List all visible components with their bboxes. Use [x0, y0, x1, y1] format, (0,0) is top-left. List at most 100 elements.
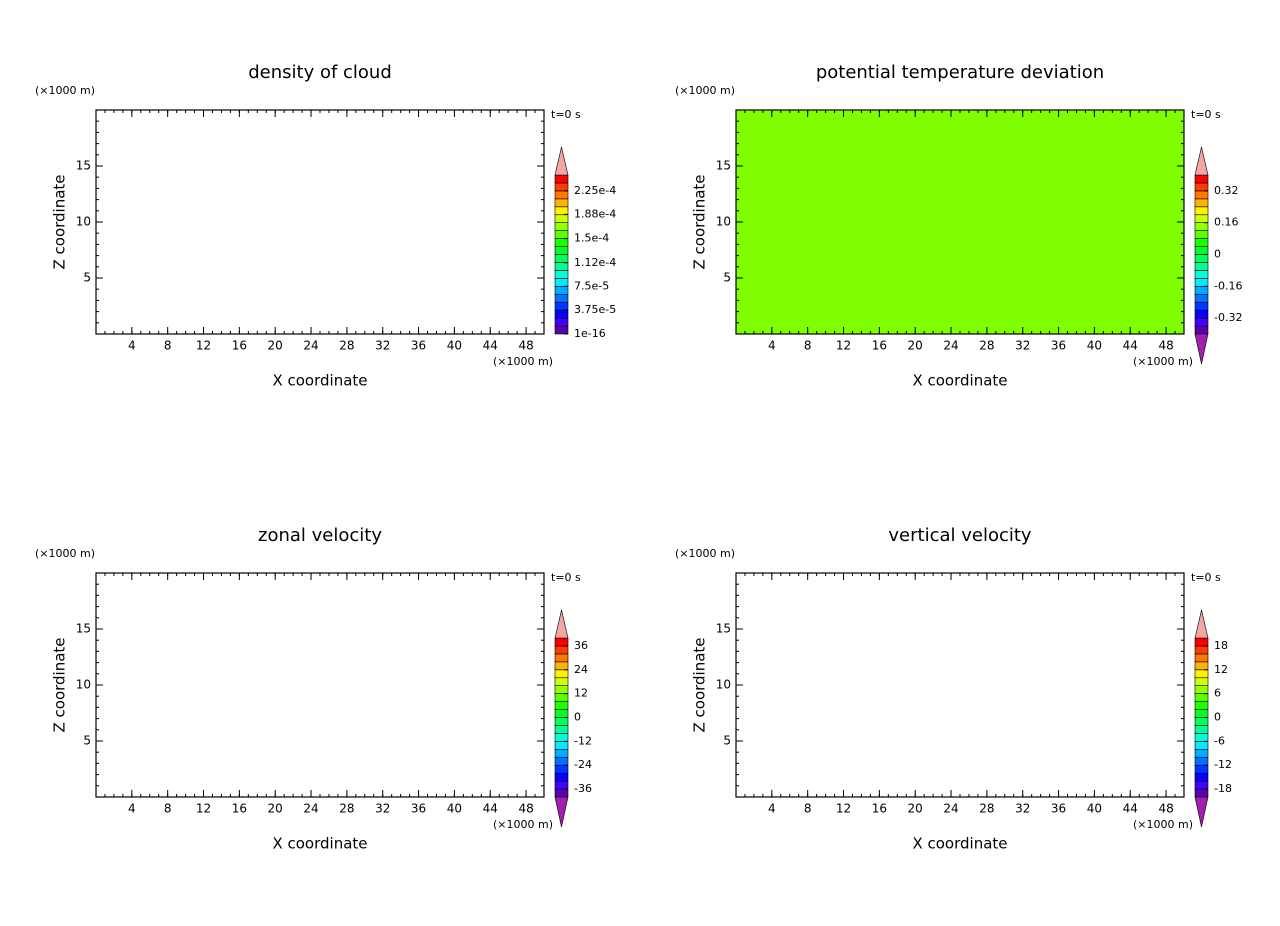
- colorbar-band: [1194, 309, 1209, 319]
- x-tick-label: 12: [836, 339, 851, 353]
- colorbar-band: [1194, 285, 1209, 295]
- colorbar-band: [554, 214, 569, 223]
- colorbar-tick-label: -0.16: [1214, 279, 1242, 292]
- x-unit-label: (×1000 m): [493, 818, 553, 831]
- colorbar-tick-label: 24: [574, 663, 588, 676]
- colorbar-band: [554, 748, 569, 758]
- colorbar-band: [554, 206, 569, 216]
- x-tick-label: 48: [518, 339, 533, 353]
- colorbar-band: [1194, 653, 1209, 663]
- x-tick-label: 12: [836, 802, 851, 816]
- colorbar-band: [554, 309, 569, 319]
- colorbar-band: [1194, 262, 1209, 271]
- colorbar-band: [554, 278, 569, 287]
- colorbar-band: [554, 301, 569, 311]
- x-tick-label: 20: [908, 802, 923, 816]
- colorbar-band: [1194, 741, 1209, 750]
- x-tick-label: 36: [411, 802, 426, 816]
- x-tick-label: 40: [1087, 802, 1102, 816]
- colorbar-band: [1194, 685, 1209, 694]
- colorbar-band: [1194, 772, 1209, 782]
- colorbar-band: [1194, 182, 1209, 192]
- colorbar-band: [554, 637, 569, 647]
- x-tick-label: 4: [768, 802, 776, 816]
- x-tick-label: 32: [1015, 339, 1030, 353]
- x-tick-label: 16: [872, 339, 887, 353]
- colorbar-band: [1194, 301, 1209, 311]
- colorbar-band: [554, 174, 569, 184]
- x-tick-label: 20: [268, 339, 283, 353]
- x-tick-label: 28: [339, 802, 354, 816]
- colorbar-band: [554, 222, 569, 231]
- colorbar-extend: [554, 796, 569, 828]
- colorbar-tick-label: 0.16: [1214, 216, 1239, 229]
- colorbar-band: [554, 246, 569, 255]
- colorbar-tick-label: 7.5e-5: [574, 279, 609, 292]
- panel-title: density of cloud: [248, 62, 392, 83]
- x-tick-label: 12: [196, 339, 211, 353]
- colorbar-band: [1194, 637, 1209, 647]
- colorbar-band: [554, 764, 569, 774]
- x-tick-label: 28: [339, 339, 354, 353]
- x-tick-label: 36: [1051, 802, 1066, 816]
- y-axis-label: Z coordinate: [51, 174, 69, 269]
- time-label: t=0 s: [551, 108, 581, 121]
- x-tick-label: 44: [483, 802, 498, 816]
- time-label: t=0 s: [1191, 108, 1221, 121]
- colorbar-band: [1194, 756, 1209, 766]
- colorbar-band: [554, 293, 569, 303]
- colorbar-band: [1194, 717, 1209, 726]
- colorbar-band: [1194, 661, 1209, 671]
- y-tick-label: 5: [723, 734, 731, 748]
- x-tick-label: 36: [1051, 339, 1066, 353]
- colorbar-band: [554, 677, 569, 686]
- x-unit-label: (×1000 m): [493, 355, 553, 368]
- colorbar-band: [1194, 748, 1209, 758]
- colorbar-band: [1194, 174, 1209, 184]
- colorbar-band: [1194, 709, 1209, 718]
- colorbar-band: [554, 317, 569, 327]
- colorbar-band: [554, 725, 569, 734]
- colorbar-band: [1194, 198, 1209, 208]
- x-tick-label: 20: [268, 802, 283, 816]
- colorbar-band: [1194, 764, 1209, 774]
- y-tick-label: 5: [83, 734, 91, 748]
- y-tick-label: 10: [716, 215, 731, 229]
- x-tick-label: 20: [908, 339, 923, 353]
- x-tick-label: 8: [804, 339, 812, 353]
- colorbar-tick-label: 0.32: [1214, 184, 1239, 197]
- colorbar-band: [1194, 238, 1209, 247]
- x-tick-label: 4: [768, 339, 776, 353]
- colorbar-tick-label: -6: [1214, 734, 1225, 747]
- colorbar-band: [554, 733, 569, 742]
- panel-title: zonal velocity: [258, 525, 382, 546]
- colorbar-tick-label: 36: [574, 639, 588, 652]
- colorbar-tick-label: 1.88e-4: [574, 207, 616, 220]
- y-tick-label: 15: [716, 622, 731, 636]
- colorbar-tick-label: 0: [574, 711, 581, 724]
- x-tick-label: 28: [979, 339, 994, 353]
- time-label: t=0 s: [551, 571, 581, 584]
- colorbar-tick-label: 18: [1214, 639, 1228, 652]
- colorbar-tick-label: 0: [1214, 711, 1221, 724]
- colorbar-band: [1194, 206, 1209, 216]
- colorbar-band: [1194, 669, 1209, 679]
- colorbar-band: [554, 325, 569, 335]
- colorbar-extend: [1194, 609, 1209, 639]
- colorbar-extend: [1194, 333, 1209, 365]
- panel: potential temperature deviation (×1000 m)…: [675, 62, 1242, 390]
- time-label: t=0 s: [1191, 571, 1221, 584]
- colorbar-tick-label: -0.32: [1214, 311, 1242, 324]
- colorbar-tick-label: -36: [574, 782, 592, 795]
- x-tick-label: 8: [804, 802, 812, 816]
- colorbar-band: [554, 685, 569, 694]
- y-axis-label: Z coordinate: [51, 637, 69, 732]
- panel: vertical velocity(×1000 m)t=0 s4 8 12 16 20 2…: [675, 525, 1232, 853]
- plot-frame: [95, 109, 545, 335]
- colorbar-band: [1194, 278, 1209, 287]
- colorbar-band: [554, 701, 569, 710]
- x-axis-label: X coordinate: [912, 372, 1007, 390]
- contour-fill: [736, 110, 1184, 334]
- colorbar-band: [554, 780, 569, 790]
- colorbar-band: [1194, 677, 1209, 686]
